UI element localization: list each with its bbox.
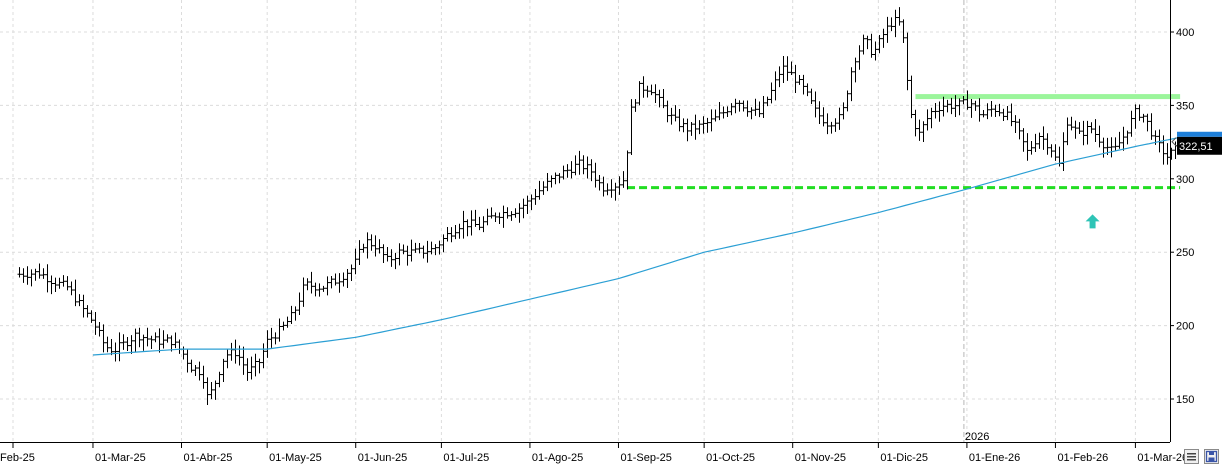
toolbar-glyph <box>1187 453 1196 461</box>
save-glyph <box>1205 450 1218 463</box>
ohlc-bars <box>17 7 1178 405</box>
x-tick-label: 01-Mar-26 <box>1137 452 1188 464</box>
y-tick-label: 250 <box>1176 247 1194 259</box>
last-price-label: 322,51 <box>1179 141 1213 153</box>
save-icon[interactable] <box>1204 449 1219 464</box>
y-tick-label: 400 <box>1176 27 1194 39</box>
x-tick-label: 01-Mar-25 <box>95 452 146 464</box>
x-tick-label: 01-Ene-26 <box>969 452 1020 464</box>
x-tick-label: 01-Jun-25 <box>358 452 408 464</box>
y-tick-label: 350 <box>1176 100 1194 112</box>
y-tick-label: 200 <box>1176 321 1194 333</box>
x-tick-label: 01-Nov-25 <box>795 452 846 464</box>
moving-average-line <box>92 137 1179 356</box>
y-tick-label: 300 <box>1176 174 1194 186</box>
chart-axes <box>0 0 1171 443</box>
toolbar-button-icon[interactable] <box>1184 449 1199 464</box>
x-tick-label: 01-Feb-26 <box>1057 452 1108 464</box>
price-pointer-icon <box>1171 137 1177 147</box>
x-tick-label: Feb-25 <box>0 452 35 464</box>
x-tick-label: 01-Dic-25 <box>880 452 928 464</box>
x-tick-label: 01-Jul-25 <box>443 452 489 464</box>
x-tick-label: 01-Ago-25 <box>532 452 583 464</box>
arrow-up-icon <box>1085 214 1100 229</box>
y-axis-ticks: 400 350 300 250 200 150 <box>1170 27 1194 406</box>
resistance-band <box>915 94 1181 100</box>
x-tick-label: 01-Sep-25 <box>620 452 671 464</box>
x-tick-label: 01-May-25 <box>269 452 322 464</box>
x-tick-label: 01-Abr-25 <box>184 452 233 464</box>
x-tick-label: 01-Oct-25 <box>706 452 755 464</box>
last-price-badge: 322,51 <box>1177 131 1222 155</box>
year-label: 2026 <box>965 431 989 443</box>
x-axis-ticks: Feb-25 01-Mar-25 01-Abr-25 01-May-25 01-Jun-… <box>0 442 1188 464</box>
last-price-badge-bg <box>1177 136 1222 155</box>
y-tick-label: 150 <box>1176 394 1194 406</box>
last-price-badge-top <box>1177 131 1222 137</box>
grid-lines <box>0 0 1170 442</box>
